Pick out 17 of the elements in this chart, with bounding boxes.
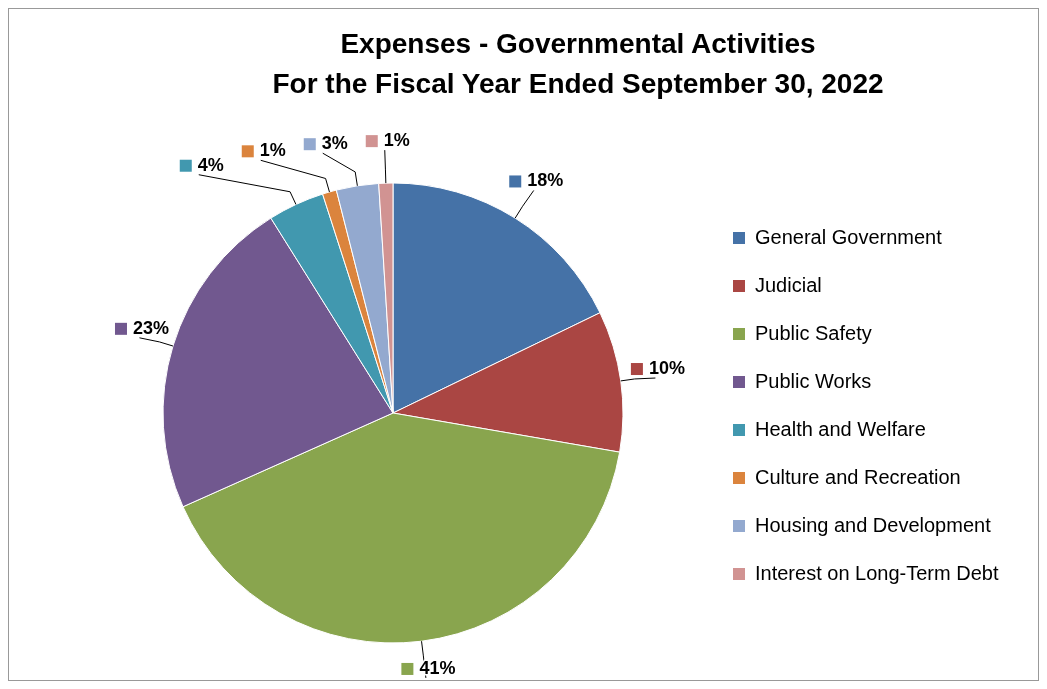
data-label: 1% [259,140,286,161]
legend-label: Health and Welfare [755,418,926,440]
data-label: 23% [132,317,170,338]
data-label: 3% [321,133,348,154]
data-label: 41% [419,657,456,678]
data-label: 10% [648,358,685,379]
legend-label: Public Safety [755,322,872,344]
data-label: 4% [197,154,224,175]
chart-title: Expenses - Governmental Activities For the Fiscal Year Ended September 30, 2022 [272,28,884,99]
data-label: 1% [383,130,410,151]
legend-label: Interest on Long-Term Debt [755,562,999,584]
legend-label: Housing and Development [755,514,992,536]
legend-label: General Government [755,226,943,248]
legend-label: Public Works [755,370,872,392]
legend-label: Culture and Recreation [755,466,961,488]
legend-label: Judicial [755,274,822,296]
data-label: 18% [527,170,564,191]
